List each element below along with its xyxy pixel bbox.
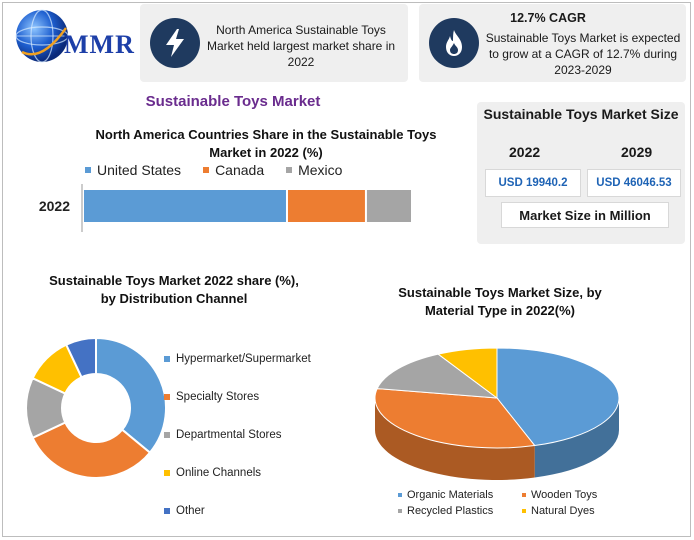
legend-item: Specialty Stores <box>164 378 311 416</box>
market-value-2022: USD 19940.2 <box>485 169 581 197</box>
donut-chart-title: Sustainable Toys Market 2022 share (%), … <box>49 273 299 306</box>
year-label-start: 2022 <box>509 144 541 160</box>
bar-segment <box>287 190 365 222</box>
legend-item: Organic Materials <box>398 489 522 501</box>
legend-swatch <box>164 470 170 476</box>
legend-label: Other <box>176 505 205 517</box>
info-box-cagr: 12.7% CAGR Sustainable Toys Market is ex… <box>419 4 686 82</box>
legend-swatch <box>522 509 526 513</box>
legend-label: United States <box>97 162 182 178</box>
bar-chart-title: North America Countries Share in the Sus… <box>95 127 437 160</box>
donut-chart-legend: Hypermarket/Supermarket Specialty Stores… <box>164 340 311 530</box>
pie-chart-title: Sustainable Toys Market Size, by Materia… <box>398 285 602 318</box>
cagr-title: 12.7% CAGR <box>510 11 586 25</box>
legend-label: Recycled Plastics <box>407 505 494 517</box>
legend-label: Specialty Stores <box>176 391 260 403</box>
pie-chart-3d <box>374 347 620 480</box>
pie-chart-legend: Organic Materials Wooden Toys Recycled P… <box>398 489 638 517</box>
legend-label: Organic Materials <box>407 489 494 501</box>
legend-item: Wooden Toys <box>522 489 632 501</box>
legend-label: Departmental Stores <box>176 429 282 441</box>
category-label: 2022 <box>39 198 70 214</box>
section-title: Sustainable Toys Market <box>145 93 321 110</box>
bar-chart-legend: United States Canada Mexico <box>85 162 415 178</box>
info-box-regional-share: North America Sustainable Toys Market he… <box>140 4 408 82</box>
legend-item: Online Channels <box>164 454 311 492</box>
legend-label: Mexico <box>298 162 343 178</box>
lightning-icon <box>166 29 184 57</box>
market-value-2029: USD 46046.53 <box>587 169 681 197</box>
legend-swatch <box>164 508 170 514</box>
donut-slice <box>95 336 167 455</box>
legend-swatch <box>522 493 526 497</box>
info-box-text: Sustainable Toys Market is expected to g… <box>485 31 681 77</box>
legend-item: Other <box>164 492 311 530</box>
legend-label: Natural Dyes <box>531 505 595 517</box>
info-box-text: North America Sustainable Toys Market he… <box>206 23 396 69</box>
pie-slice <box>437 347 498 399</box>
legend-label: Hypermarket/Supermarket <box>176 353 311 365</box>
legend-swatch <box>164 356 170 362</box>
pie-slice <box>376 353 499 399</box>
legend-item: Mexico <box>286 162 342 178</box>
flame-icon <box>446 30 462 56</box>
donut-slice <box>64 336 97 379</box>
legend-item: Hypermarket/Supermarket <box>164 340 311 378</box>
mmr-logo: MMR <box>14 8 138 64</box>
legend-item: Departmental Stores <box>164 416 311 454</box>
legend-swatch <box>85 167 91 173</box>
legend-item: United States <box>85 162 181 178</box>
market-size-panel: Sustainable Toys Market Size 2022 2029 U… <box>477 102 685 244</box>
stacked-bar-chart: 2022 <box>39 184 411 232</box>
lightning-badge <box>150 18 200 68</box>
donut-chart <box>25 336 167 479</box>
legend-swatch <box>286 167 293 173</box>
bar-segment <box>366 190 411 222</box>
legend-swatch <box>398 493 402 497</box>
legend-item: Recycled Plastics <box>398 505 522 517</box>
legend-swatch <box>203 167 210 173</box>
legend-swatch <box>164 394 170 400</box>
legend-item: Canada <box>203 162 264 178</box>
pie-slice <box>374 388 536 449</box>
flame-badge <box>429 18 479 68</box>
legend-label: Wooden Toys <box>531 489 598 501</box>
pie-slice-side <box>375 398 535 480</box>
globe-icon <box>15 9 69 63</box>
legend-swatch <box>398 509 402 513</box>
market-size-unit: Market Size in Million <box>501 202 669 228</box>
legend-label: Online Channels <box>176 467 262 479</box>
legend-label: Canada <box>215 162 265 178</box>
market-size-title: Sustainable Toys Market Size <box>483 106 679 122</box>
pie-slice-side <box>534 398 619 478</box>
legend-swatch <box>164 432 170 438</box>
legend-item: Natural Dyes <box>522 505 632 517</box>
donut-slice <box>31 421 152 479</box>
year-label-end: 2029 <box>621 144 653 160</box>
bar-segment <box>84 190 286 222</box>
pie-slice <box>496 347 620 447</box>
logo-text: MMR <box>64 30 135 59</box>
